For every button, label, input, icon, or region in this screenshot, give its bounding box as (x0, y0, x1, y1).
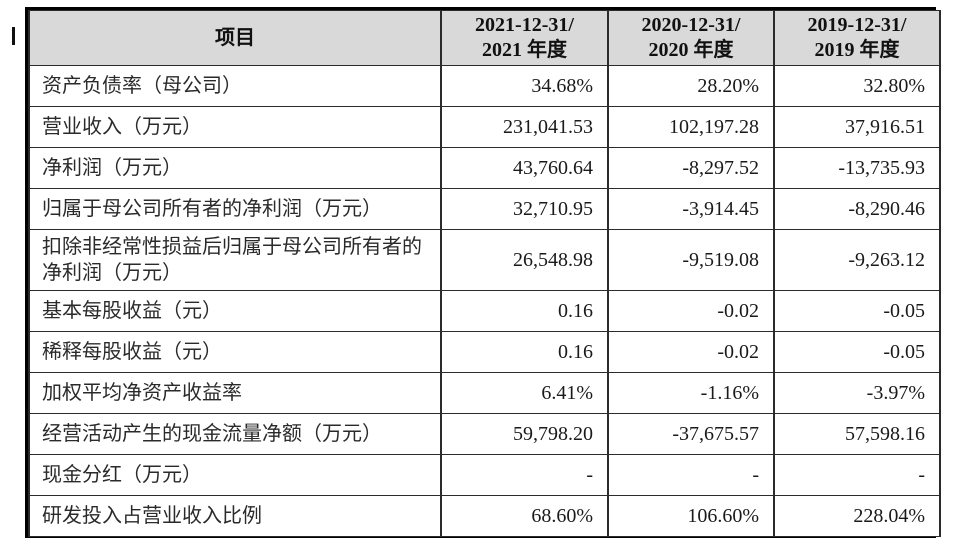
value-2019: 57,598.16 (773, 413, 941, 455)
header-cell-2021: 2021-12-31/ 2021 年度 (440, 10, 609, 66)
value-2020: -9,519.08 (607, 229, 775, 291)
row-label: 研发投入占营业收入比例 (28, 495, 442, 537)
value-2019: -3.97% (773, 372, 941, 414)
value-2020: -1.16% (607, 372, 775, 414)
row-label: 资产负债率（母公司） (28, 65, 442, 107)
table-row-net-profit-deducted: 扣除非经常性损益后归属于母公司所有者的净利润（万元） 26,548.98 -9,… (28, 229, 941, 291)
row-label: 加权平均净资产收益率 (28, 372, 442, 414)
header-cell-item: 项目 (28, 10, 442, 66)
value-2020: 28.20% (607, 65, 775, 107)
value-2021: 68.60% (440, 495, 609, 537)
value-2019: 228.04% (773, 495, 941, 537)
row-label: 归属于母公司所有者的净利润（万元） (28, 188, 442, 230)
row-label: 扣除非经常性损益后归属于母公司所有者的净利润（万元） (28, 229, 442, 291)
value-2019: -13,735.93 (773, 147, 941, 189)
table-row-net-profit: 净利润（万元） 43,760.64 -8,297.52 -13,735.93 (28, 147, 941, 189)
value-2020: 106.60% (607, 495, 775, 537)
value-2019: -9,263.12 (773, 229, 941, 291)
row-label: 净利润（万元） (28, 147, 442, 189)
row-label: 稀释每股收益（元） (28, 331, 442, 373)
header-2019-year: 2019 年度 (814, 39, 900, 61)
table-row-rd-ratio: 研发投入占营业收入比例 68.60% 106.60% 228.04% (28, 495, 941, 537)
value-2021: 0.16 (440, 290, 609, 332)
table-row-basic-eps: 基本每股收益（元） 0.16 -0.02 -0.05 (28, 290, 941, 332)
table-row-cash-dividend: 现金分红（万元） - - - (28, 454, 941, 496)
value-2020: -8,297.52 (607, 147, 775, 189)
table-row-weighted-roe: 加权平均净资产收益率 6.41% -1.16% -3.97% (28, 372, 941, 414)
row-label: 基本每股收益（元） (28, 290, 442, 332)
value-2021: 59,798.20 (440, 413, 609, 455)
value-2020: - (607, 454, 775, 496)
value-2021: 43,760.64 (440, 147, 609, 189)
row-label: 营业收入（万元） (28, 106, 442, 148)
value-2020: -0.02 (607, 290, 775, 332)
table-row-operating-cash-flow: 经营活动产生的现金流量净额（万元） 59,798.20 -37,675.57 5… (28, 413, 941, 455)
value-2019: 32.80% (773, 65, 941, 107)
header-2020-date: 2020-12-31/ (641, 14, 741, 36)
row-label: 经营活动产生的现金流量净额（万元） (28, 413, 442, 455)
value-2019: -0.05 (773, 290, 941, 332)
row-label: 现金分红（万元） (28, 454, 442, 496)
header-2021-year: 2021 年度 (482, 39, 567, 61)
table-row-net-profit-parent: 归属于母公司所有者的净利润（万元） 32,710.95 -3,914.45 -8… (28, 188, 941, 230)
value-2021: - (440, 454, 609, 496)
table-row-diluted-eps: 稀释每股收益（元） 0.16 -0.02 -0.05 (28, 331, 941, 373)
value-2020: -3,914.45 (607, 188, 775, 230)
value-2021: 231,041.53 (440, 106, 609, 148)
left-edge-artifact (12, 27, 15, 45)
header-2020-year: 2020 年度 (648, 39, 734, 61)
header-2019-date: 2019-12-31/ (807, 14, 907, 36)
value-2020: -37,675.57 (607, 413, 775, 455)
value-2020: 102,197.28 (607, 106, 775, 148)
header-row: 项目 2021-12-31/ 2021 年度 2020-12-31/ 2020 … (28, 10, 941, 66)
value-2019: 37,916.51 (773, 106, 941, 148)
key-financials-table: 项目 2021-12-31/ 2021 年度 2020-12-31/ 2020 … (28, 10, 941, 537)
value-2021: 6.41% (440, 372, 609, 414)
value-2021: 34.68% (440, 65, 609, 107)
value-2021: 26,548.98 (440, 229, 609, 291)
financial-summary-table: 项目 2021-12-31/ 2021 年度 2020-12-31/ 2020 … (25, 7, 941, 538)
value-2020: -0.02 (607, 331, 775, 373)
header-cell-2019: 2019-12-31/ 2019 年度 (773, 10, 941, 66)
value-2019: -0.05 (773, 331, 941, 373)
value-2019: -8,290.46 (773, 188, 941, 230)
value-2019: - (773, 454, 941, 496)
header-2021-date: 2021-12-31/ (475, 14, 574, 36)
header-cell-2020: 2020-12-31/ 2020 年度 (607, 10, 775, 66)
value-2021: 32,710.95 (440, 188, 609, 230)
table-row-revenue: 营业收入（万元） 231,041.53 102,197.28 37,916.51 (28, 106, 941, 148)
table-row-debt-ratio: 资产负债率（母公司） 34.68% 28.20% 32.80% (28, 65, 941, 107)
value-2021: 0.16 (440, 331, 609, 373)
